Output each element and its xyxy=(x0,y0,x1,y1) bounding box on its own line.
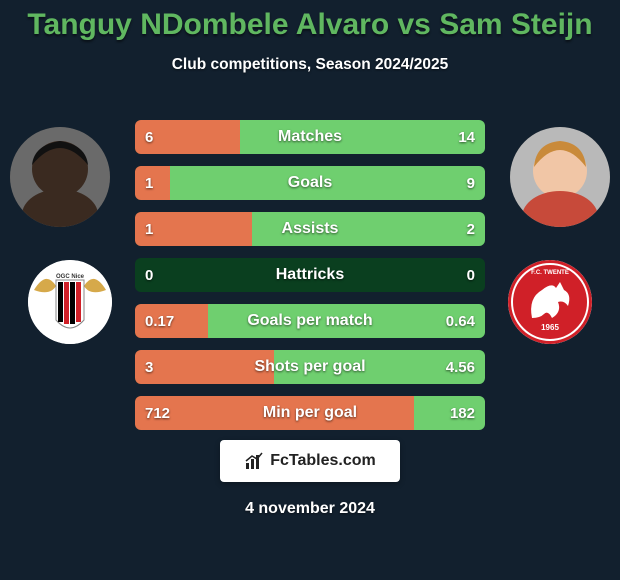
stat-value-right: 2 xyxy=(457,212,485,246)
stat-fill-right xyxy=(170,166,485,200)
stat-row: 614Matches xyxy=(135,120,485,154)
ogc-nice-badge-icon: OGC Nice xyxy=(28,260,112,344)
stat-value-right: 182 xyxy=(440,396,485,430)
stat-value-right: 4.56 xyxy=(436,350,485,384)
stat-value-left: 3 xyxy=(135,350,163,384)
stat-row: 19Goals xyxy=(135,166,485,200)
club-right-year: 1965 xyxy=(541,323,559,332)
page-title: Tanguy NDombele Alvaro vs Sam Steijn xyxy=(0,0,620,42)
player-left-face-icon xyxy=(10,127,110,227)
stat-value-right: 0 xyxy=(457,258,485,292)
fc-twente-badge-icon: 1965 F.C. TWENTE xyxy=(508,260,592,344)
player-left-avatar xyxy=(10,127,110,227)
club-left-badge: OGC Nice xyxy=(28,260,112,344)
stat-label: Hattricks xyxy=(135,258,485,292)
stat-value-left: 1 xyxy=(135,212,163,246)
club-right-badge: 1965 F.C. TWENTE xyxy=(508,260,592,344)
stat-row: 12Assists xyxy=(135,212,485,246)
stat-value-left: 0 xyxy=(135,258,163,292)
date-text: 4 november 2024 xyxy=(0,500,620,518)
stat-value-left: 0.17 xyxy=(135,304,184,338)
stat-value-left: 712 xyxy=(135,396,180,430)
brand-badge[interactable]: FcTables.com xyxy=(220,440,400,482)
stat-row: 0.170.64Goals per match xyxy=(135,304,485,338)
stat-value-right: 0.64 xyxy=(436,304,485,338)
player-right-avatar xyxy=(510,127,610,227)
stat-row: 0 0Hattricks xyxy=(135,258,485,292)
brand-chart-icon xyxy=(244,451,264,471)
stat-value-left: 1 xyxy=(135,166,163,200)
club-right-name: F.C. TWENTE xyxy=(531,270,569,276)
comparison-card: Tanguy NDombele Alvaro vs Sam Steijn Clu… xyxy=(0,0,620,580)
player-right-face-icon xyxy=(510,127,610,227)
stat-row: 712182Min per goal xyxy=(135,396,485,430)
club-left-name: OGC Nice xyxy=(56,274,85,280)
brand-text: FcTables.com xyxy=(270,452,376,470)
stat-row: 34.56Shots per goal xyxy=(135,350,485,384)
stats-bars: 614Matches19Goals12Assists00Hattricks0.1… xyxy=(135,120,485,442)
stat-fill-right xyxy=(252,212,485,246)
stat-value-right: 14 xyxy=(448,120,485,154)
stat-value-right: 9 xyxy=(457,166,485,200)
subtitle: Club competitions, Season 2024/2025 xyxy=(0,56,620,74)
stat-value-left: 6 xyxy=(135,120,163,154)
